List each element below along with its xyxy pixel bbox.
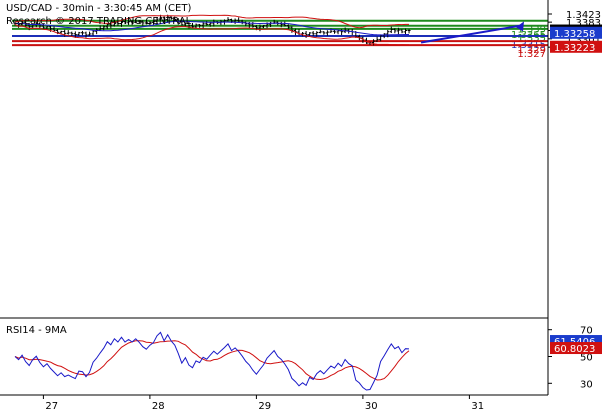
chart-copyright: Research © 2017 TRADING CENTRAL: [6, 16, 192, 27]
projection-arrowhead: [516, 21, 524, 32]
time-tick-label: 29: [258, 401, 271, 412]
rsi-tick-label: 30: [580, 379, 593, 390]
price-tick-label: 1.3301: [566, 35, 601, 46]
price-tick-label: 1.3423: [566, 10, 601, 21]
price-value-tag: [550, 26, 602, 39]
time-tick-label: 28: [152, 401, 165, 412]
rsi-tick-label: 50: [580, 353, 593, 364]
level-label: 1.329: [517, 45, 546, 56]
rsi-tick-label: 70: [580, 326, 593, 337]
moving-average: [14, 20, 409, 36]
price-tick-label: 1.3383: [566, 18, 601, 29]
projection-arrow: [420, 24, 523, 44]
rsi-value-tag-text: 60.8023: [554, 344, 595, 355]
axes: 1.34231.33831.33421.33011.32601.334181.3…: [0, 0, 602, 412]
bollinger-lower: [14, 23, 409, 46]
level-label: 1.339: [517, 25, 546, 36]
rsi-line: [14, 331, 410, 391]
price-value-tag: [550, 40, 602, 53]
level-label: 1.327: [517, 49, 546, 60]
time-tick-label: 31: [471, 401, 484, 412]
rsi-ma-line: [14, 340, 410, 381]
rsi-value-tag: [550, 342, 602, 355]
rsi-panel: RSI14 - 9MA: [6, 325, 410, 391]
time-tick-label: 27: [45, 401, 58, 412]
bollinger-upper: [14, 14, 409, 29]
price-value-tag-text: 1.33223: [554, 43, 595, 54]
price-value-tag-text: 1.33258: [554, 29, 595, 40]
rsi-title: RSI14 - 9MA: [6, 325, 67, 336]
time-tick-label: 30: [365, 401, 378, 412]
chart-instrument-title: USD/CAD - 30min - 3:30:45 AM (CET): [6, 3, 192, 14]
level-label: 1.335: [517, 33, 546, 44]
